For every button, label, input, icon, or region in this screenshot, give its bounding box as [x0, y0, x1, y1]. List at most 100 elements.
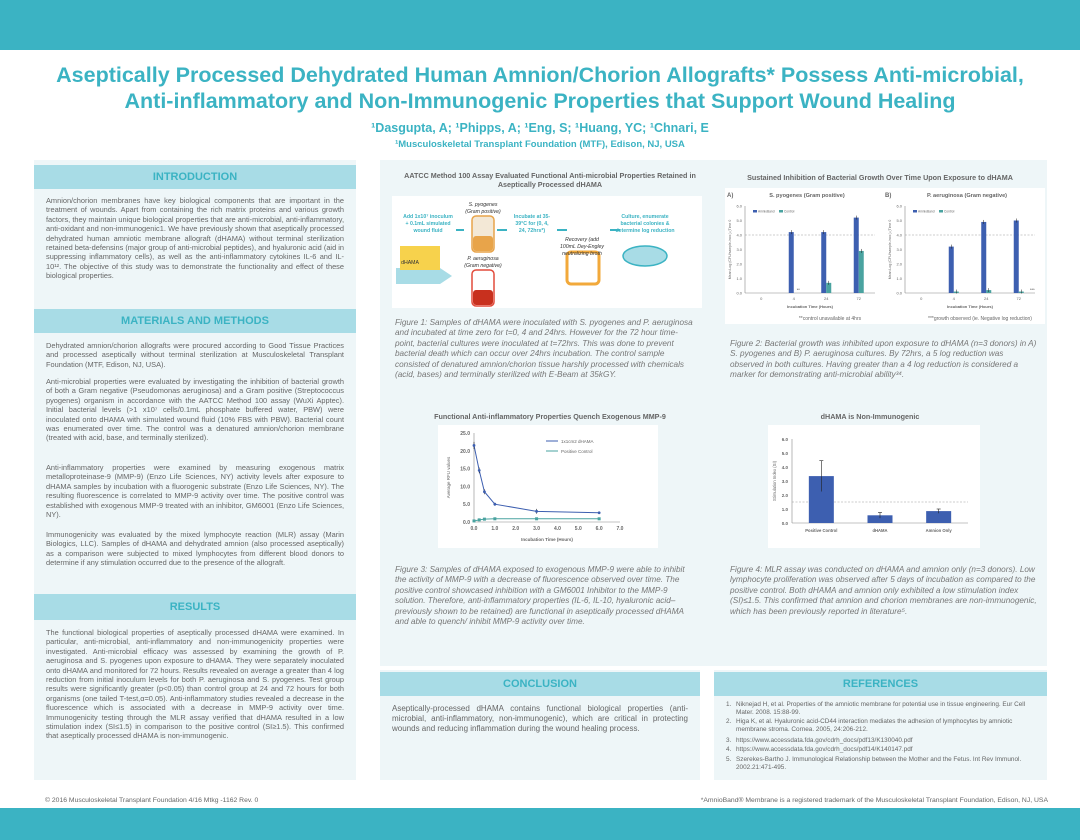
left-column-panel: [34, 160, 356, 780]
x-tick-label: 24: [824, 296, 829, 301]
bar: [821, 232, 827, 293]
fig2-title: Sustained Inhibition of Bacterial Growth…: [747, 173, 1013, 182]
svg-text:Incubate at 35-: Incubate at 35-: [514, 214, 551, 220]
fig4-title: dHAMA is Non-Immunogenic: [820, 412, 920, 421]
fig2-panel-a-title: S. pyogenes (Gram positive): [769, 193, 845, 199]
y-tick-label: 4.0: [782, 465, 789, 470]
legend-label: 1x1cm2 dHAMA: [561, 439, 594, 444]
y-tick-label: 3.0: [782, 479, 789, 484]
y-tick-label: 1.0: [782, 507, 789, 512]
svg-text:dHAMA: dHAMA: [401, 260, 419, 266]
data-point: [535, 509, 538, 513]
fig2-panel-a-letter: A): [727, 193, 733, 199]
methods-p2: Anti-microbial properties were evaluated…: [46, 377, 344, 443]
fig4-caption: Figure 4: MLR assay was conducted on dHA…: [730, 565, 1037, 616]
x-tick-label: 4.0: [554, 526, 561, 532]
y-tick-label: 25.0: [460, 431, 470, 437]
data-point: [493, 502, 497, 506]
data-point: [597, 517, 601, 521]
reference-item: https://www.accessdata.fda.gov/cdrh_docs…: [736, 746, 913, 753]
x-tick-label: 72: [1017, 296, 1022, 301]
fig2-note-right: ***growth observed (ie. Negative log red…: [928, 316, 1032, 322]
legend-label: AmnioBand: [758, 210, 775, 214]
results-text: The functional biological properties of …: [46, 628, 344, 741]
svg-text:39°C for (0, 4,: 39°C for (0, 4,: [515, 221, 549, 227]
svg-text:24, 72hrs*): 24, 72hrs*): [519, 228, 546, 234]
x-tick-label: 0: [760, 296, 763, 301]
legend-swatch: [939, 210, 943, 213]
svg-text:(Gram positive): (Gram positive): [465, 209, 501, 215]
svg-text:Add 1x10⁷ inoculum: Add 1x10⁷ inoculum: [403, 214, 453, 220]
svg-text:neutralizing broth: neutralizing broth: [562, 251, 602, 257]
x-tick-label: 0: [920, 296, 923, 301]
conclusion-heading: CONCLUSION: [380, 672, 700, 696]
x-tick-label: 4: [953, 296, 956, 301]
data-point: [493, 517, 497, 521]
bar: [1013, 220, 1019, 293]
results-heading: RESULTS: [34, 594, 356, 620]
svg-text:bacterial colonies &: bacterial colonies &: [620, 221, 669, 227]
affiliation: ¹Musculoskeletal Transplant Foundation (…: [395, 139, 685, 150]
x-axis-title: Incubation Time (Hours): [787, 304, 834, 309]
x-tick-label: Amnion Only: [926, 528, 953, 533]
fig1-diagram: Add 1x10⁷ inoculum + 0.1mL simulated wou…: [392, 196, 702, 308]
svg-text:(Gram negative): (Gram negative): [464, 263, 502, 269]
y-tick-label: 2.0: [736, 262, 742, 267]
bar: [858, 250, 864, 293]
x-tick-label: 72: [857, 296, 862, 301]
y-tick-label: 6.0: [896, 204, 902, 209]
reference-item: Higa K, et al. Hyaluronic acid-CD44 inte…: [736, 718, 1013, 733]
x-tick-label: 5.0: [575, 526, 582, 532]
footer-left: © 2016 Musculoskeletal Transplant Founda…: [45, 797, 259, 804]
reference-numbers: 1. 2. 3. 4. 5.: [726, 701, 732, 763]
intro-heading: INTRODUCTION: [34, 165, 356, 189]
bar: [926, 511, 952, 523]
svg-text:determine log reduction: determine log reduction: [615, 228, 674, 234]
x-axis-title: Incubation Time (Hours): [521, 537, 573, 542]
data-point: [597, 511, 601, 515]
y-tick-label: 4.0: [736, 233, 742, 238]
methods-p4: Immunogenicity was evaluated by the mixe…: [46, 530, 344, 568]
bar: [948, 246, 954, 293]
legend-swatch: [779, 210, 783, 213]
y-axis-title: Average RFU values: [446, 456, 451, 498]
data-point: [477, 468, 481, 472]
methods-p1: Dehydrated amnion/chorion allografts wer…: [46, 341, 344, 369]
bar: [826, 282, 832, 293]
y-tick-label: 1.0: [736, 276, 742, 281]
reference-item: Niknejad H, et al. Properties of the amn…: [736, 701, 1026, 716]
svg-text:P. aeruginosa: P. aeruginosa: [467, 256, 498, 262]
x-tick-label: 2.0: [512, 526, 519, 532]
y-tick-label: 6.0: [782, 437, 789, 442]
y-tick-label: 5.0: [463, 502, 470, 508]
y-axis-title: Mean Log (CFU/sample-inoc.) (Time 0: [888, 220, 892, 280]
bar: [788, 232, 794, 293]
fig2-panel-b-title: P. aeruginosa (Gram negative): [927, 193, 1007, 199]
y-tick-label: 3.0: [736, 247, 742, 252]
references-heading: REFERENCES: [714, 672, 1047, 696]
svg-text:100mL Dey-Engley: 100mL Dey-Engley: [560, 244, 604, 250]
legend-label: Control: [944, 210, 955, 214]
intro-text: Amnion/chorion membranes have key biolog…: [46, 196, 344, 281]
y-tick-label: 2.0: [782, 493, 789, 498]
svg-text:Culture, enumerate: Culture, enumerate: [621, 214, 668, 220]
authors: ¹Dasgupta, A; ¹Phipps, A; ¹Eng, S; ¹Huan…: [371, 121, 709, 135]
y-tick-label: 0.0: [736, 291, 742, 296]
fig3-chart: 0.0 5.0 10.0 15.0 20.0 25.0 0.0 1.0 2.0 3.0 4.0 5.0…: [438, 425, 658, 548]
fig1-title: AATCC Method 100 Assay Evaluated Functio…: [404, 171, 696, 189]
x-tick-label: dHAMA: [872, 528, 887, 533]
x-tick-label: 0.0: [471, 526, 478, 532]
fig4-chart: 0.0 1.0 2.0 3.0 4.0 5.0 6.0 Positive Control dHA…: [768, 425, 980, 548]
y-tick-label: 3.0: [896, 247, 902, 252]
bar: [981, 221, 987, 293]
fig2-charts: A) B) S. pyogenes (Gram positive) P. aer…: [725, 188, 1045, 324]
legend-label: Positive Control: [561, 449, 593, 454]
legend-label: AmnioBand: [918, 210, 935, 214]
y-tick-label: 0.0: [782, 521, 789, 526]
data-point: [482, 517, 486, 521]
fig2-caption: Figure 2: Bacterial growth was inhibited…: [730, 339, 1037, 380]
reference-item: Szerekes-Bartho J. Immunological Relatio…: [736, 756, 1022, 771]
legend-swatch: [913, 210, 917, 213]
x-tick-label: 3.0: [533, 526, 540, 532]
y-tick-label: 4.0: [896, 233, 902, 238]
